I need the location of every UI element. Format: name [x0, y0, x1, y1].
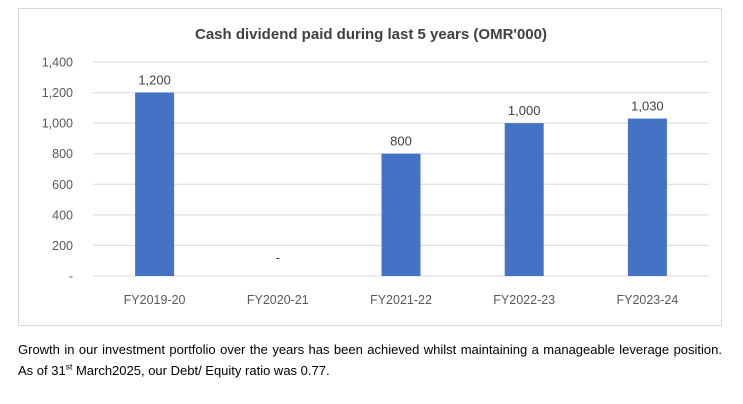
chart-title: Cash dividend paid during last 5 years (…	[195, 26, 547, 43]
bar-fy2022-23	[504, 123, 544, 277]
dividend-bar-chart: Cash dividend paid during last 5 years (…	[42, 26, 709, 307]
chart-frame: Cash dividend paid during last 5 years (…	[18, 8, 722, 326]
caption-superscript: st	[65, 361, 73, 372]
y-tick-label: 1,000	[42, 117, 73, 131]
y-tick-label: 200	[52, 239, 73, 253]
data-label: 1,000	[508, 103, 541, 118]
y-tick-label: -	[69, 270, 73, 284]
y-tick-label: 1,200	[42, 86, 73, 100]
x-tick-label: FY2023-24	[616, 293, 678, 307]
caption-paragraph: Growth in our investment portfolio over …	[18, 339, 722, 381]
x-tick-label: FY2020-21	[247, 293, 309, 307]
data-label: 1,030	[631, 99, 664, 114]
data-label: 1,200	[138, 73, 171, 88]
bar-fy2023-24	[627, 118, 667, 276]
bar-fy2021-22	[381, 153, 421, 276]
x-tick-label: FY2021-22	[370, 293, 432, 307]
y-tick-label: 400	[52, 208, 73, 222]
caption-text-end: March2025, our Debt/ Equity ratio was 0.…	[72, 363, 330, 378]
data-label: 800	[390, 134, 412, 149]
caption-text-start: Growth in our investment portfolio over …	[18, 342, 722, 378]
y-tick-label: 600	[52, 178, 73, 192]
x-tick-label: FY2022-23	[493, 293, 555, 307]
x-tick-label: FY2019-20	[124, 293, 186, 307]
y-tick-label: 1,400	[42, 56, 73, 70]
data-label: -	[276, 250, 280, 265]
y-tick-label: 800	[52, 147, 73, 161]
bar-fy2019-20	[135, 92, 175, 276]
